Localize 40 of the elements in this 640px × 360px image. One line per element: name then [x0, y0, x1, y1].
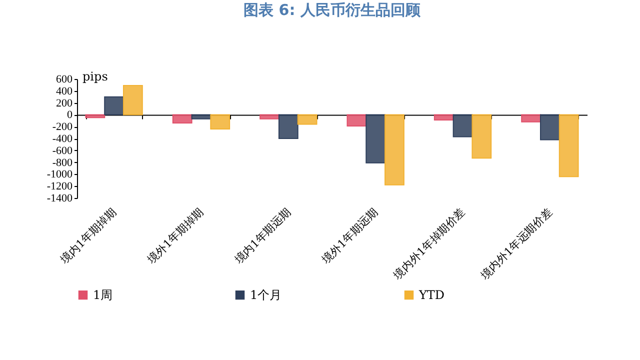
bar: [104, 96, 124, 116]
chart-title: 图表 6: 人民币衍生品回顾: [244, 1, 422, 19]
bar: [210, 114, 230, 130]
bar: [122, 85, 143, 116]
y-tick-label: -600: [52, 144, 73, 157]
bar: [540, 114, 560, 140]
y-axis-title: pips: [82, 70, 108, 84]
y-tick-label: 200: [56, 97, 73, 110]
y-tick-label: 0: [67, 109, 73, 122]
y-tick-label: 600: [56, 74, 73, 86]
bar: [297, 114, 318, 125]
bar: [191, 114, 212, 120]
y-tick-label: -200: [52, 121, 73, 134]
y-tick-label: -1400: [46, 192, 73, 204]
x-tick-label: 境外1年期掉期: [144, 206, 206, 268]
x-tick-label: 境内1年期远期: [232, 206, 294, 268]
bar: [472, 114, 492, 159]
x-tick-label: 境外1年期远期: [318, 206, 380, 268]
bar: [452, 114, 473, 138]
y-tick-label: 400: [56, 85, 73, 98]
legend-label: YTD: [418, 288, 445, 302]
bar: [521, 114, 542, 122]
x-tick-label: 境内1年期掉期: [57, 206, 119, 268]
y-tick-label: -800: [52, 156, 73, 169]
legend-label: 1个月: [250, 288, 282, 302]
x-tick-label: 境内外1年远期价差: [478, 206, 555, 283]
bar: [85, 114, 106, 118]
y-tick-label: -1000: [46, 168, 73, 181]
bar: [434, 114, 454, 121]
legend-label: 1周: [93, 288, 113, 302]
bar: [558, 114, 579, 178]
y-tick-label: -1200: [46, 180, 73, 193]
bar: [260, 114, 280, 120]
y-tick-label: -400: [52, 133, 73, 145]
bar: [172, 114, 192, 124]
bar: [384, 114, 404, 186]
x-tick-label: 境内外1年掉期价差: [390, 206, 468, 283]
bar: [278, 114, 298, 139]
bar: [366, 114, 386, 164]
bar: [346, 114, 367, 127]
